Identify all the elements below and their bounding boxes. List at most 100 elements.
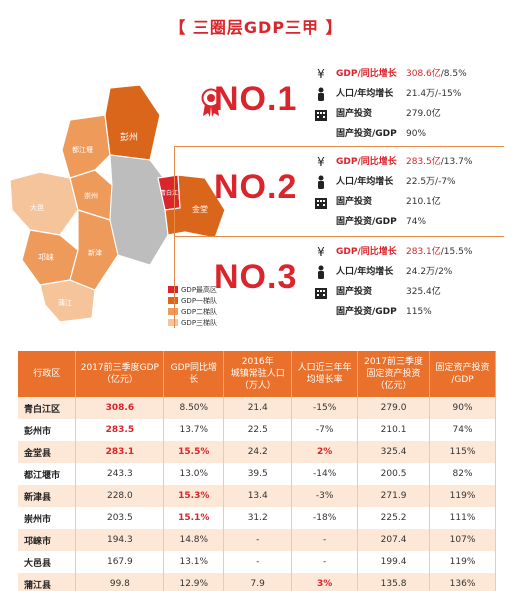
col-header: GDP同比增长 (163, 351, 225, 397)
medal-icon (201, 88, 221, 117)
table-cell: -15% (291, 397, 359, 419)
table-cell: 167.9 (75, 551, 165, 573)
table-cell: 7.9 (223, 573, 293, 591)
stat-ratio: 固产投资/GDP 90% (310, 124, 506, 144)
table-cell: -7% (291, 419, 359, 441)
table-cell: 243.3 (75, 463, 165, 485)
table-cell: 283.5 (75, 419, 165, 441)
rank-label: NO.2 (214, 168, 298, 206)
table-cell: 39.5 (223, 463, 293, 485)
map-label-chongzhou: 崇州 (84, 192, 98, 200)
stat-value: 279.0亿 (406, 109, 441, 119)
map-label-dayi: 大邑 (30, 203, 44, 212)
col-header: 2017前三季度GDP （亿元） (75, 351, 165, 397)
table-cell: -3% (291, 485, 359, 507)
rank-block-3: NO.3 ¥ GDP/同比增长 283.1亿/15.5% 人口/年均增长 24.… (174, 236, 504, 328)
stat-value: 325.4亿 (406, 287, 441, 297)
stat-value: 24.2万/2% (406, 267, 453, 277)
stat-gdp: ¥ GDP/同比增长 283.5亿/13.7% (310, 152, 506, 172)
table-cell: 111% (429, 507, 496, 529)
gdp-table: 行政区 2017前三季度GDP （亿元） GDP同比增长 2016年 城镇常驻人口（… (18, 351, 496, 591)
rank-stats: ¥ GDP/同比增长 283.5亿/13.7% 人口/年均增长 22.5万/-7… (310, 152, 506, 232)
table-cell: 194.3 (75, 529, 165, 551)
yen-icon: ¥ (317, 155, 325, 169)
map-label-qionglai: 邛崃 (38, 252, 54, 262)
stat-gdp: ¥ GDP/同比增长 283.1亿/15.5% (310, 242, 506, 262)
table-cell: 13.7% (163, 419, 225, 441)
stat-label: 固产投资/GDP (336, 307, 397, 317)
stat-gdp: ¥ GDP/同比增长 308.6亿/8.5% (310, 64, 506, 84)
row-name-cell: 邛崃市 (18, 529, 77, 551)
person-icon (318, 87, 324, 101)
table-cell: -14% (291, 463, 359, 485)
rank-frame (174, 236, 504, 328)
table-cell: 99.8 (75, 573, 165, 591)
table-row: 邛崃市 194.3 14.8% - -207.4 107% (18, 529, 496, 551)
stat-ratio: 固产投资/GDP 115% (310, 302, 506, 322)
map-region-dayi (9, 171, 79, 236)
yen-icon: ¥ (317, 245, 325, 259)
stat-investment: 固产投资 210.1亿 (310, 192, 506, 212)
rank-label: NO.3 (214, 258, 298, 296)
table-cell: 199.4 (357, 551, 431, 573)
table-cell: - (291, 529, 359, 551)
table-cell: 119% (429, 485, 496, 507)
col-header: 2017前三季度 固定资产投资 （亿元） (357, 351, 431, 397)
stat-population: 人口/年均增长 22.5万/-7% (310, 172, 506, 192)
stat-value: 115% (406, 307, 432, 317)
table-cell: 13.4 (223, 485, 293, 507)
table-cell: 136% (429, 573, 496, 591)
table-cell: 22.5 (223, 419, 293, 441)
table-cell: 207.4 (357, 529, 431, 551)
row-name-cell: 蒲江县 (18, 573, 77, 591)
table-cell: 279.0 (357, 397, 431, 419)
map-region-jintang (164, 174, 226, 239)
map-region-pengzhou (104, 84, 161, 161)
stat-population: 人口/年均增长 24.2万/2% (310, 262, 506, 282)
table-cell: 82% (429, 463, 496, 485)
stat-value: 283.5亿/13.7% (406, 157, 473, 167)
map-label-xinjin: 新津 (88, 248, 102, 257)
stat-value: 21.4万/-15% (406, 89, 462, 99)
table-cell: 308.6 (75, 397, 165, 419)
stat-label: 固产投资/GDP (336, 129, 397, 139)
stat-label: GDP/同比增长 (336, 157, 397, 167)
table-row: 彭州市 283.5 13.7% 22.5 -7% 210.1 74% (18, 419, 496, 441)
table-cell: 283.1 (75, 441, 165, 463)
col-header: 行政区 (18, 351, 77, 397)
table-cell: 228.0 (75, 485, 165, 507)
table-row: 大邑县 167.9 13.1% - -199.4 119% (18, 551, 496, 573)
yen-icon: ¥ (317, 67, 325, 81)
table-cell: 15.5% (163, 441, 225, 463)
map-region-urban (109, 154, 169, 266)
map-label-pujiang: 蒲江 (58, 298, 72, 307)
stat-label: 固产投资/GDP (336, 217, 397, 227)
stat-value: 308.6亿/8.5% (406, 69, 467, 79)
stat-investment: 固产投资 279.0亿 (310, 104, 506, 124)
table-cell: 24.2 (223, 441, 293, 463)
rank-stats: ¥ GDP/同比增长 283.1亿/15.5% 人口/年均增长 24.2万/2%… (310, 242, 506, 322)
stat-value: 90% (406, 129, 427, 139)
table-cell: 31.2 (223, 507, 293, 529)
table-cell: 14.8% (163, 529, 225, 551)
rank-label: NO.1 (214, 80, 298, 118)
table-cell: 15.1% (163, 507, 225, 529)
table-cell: 3% (291, 573, 359, 591)
table-cell: 325.4 (357, 441, 431, 463)
table-cell: 203.5 (75, 507, 165, 529)
table-header-row: 行政区 2017前三季度GDP （亿元） GDP同比增长 2016年 城镇常驻人口（… (18, 351, 496, 397)
table-cell: 107% (429, 529, 496, 551)
building-icon (315, 198, 327, 209)
table-body: 青白江区 308.6 8.50% 21.4 -15% 279.0 90% 彭州市 283.5 13… (18, 397, 496, 591)
stat-value: 74% (406, 217, 427, 227)
table-cell: 119% (429, 551, 496, 573)
map-legend: GDP最高区 GDP一梯队 GDP二梯队 GDP三梯队 (168, 284, 217, 328)
table-row: 都江堰市 243.3 13.0% 39.5 -14% 200.5 82% (18, 463, 496, 485)
stat-label: 固产投资 (336, 287, 373, 297)
map-label-qingbaijiang: 青白江 (160, 189, 178, 197)
stat-value: 22.5万/-7% (406, 177, 456, 187)
table-cell: 8.50% (163, 397, 225, 419)
stat-label: GDP/同比增长 (336, 69, 397, 79)
legend-item: GDP二梯队 (168, 306, 217, 317)
building-icon (315, 288, 327, 299)
